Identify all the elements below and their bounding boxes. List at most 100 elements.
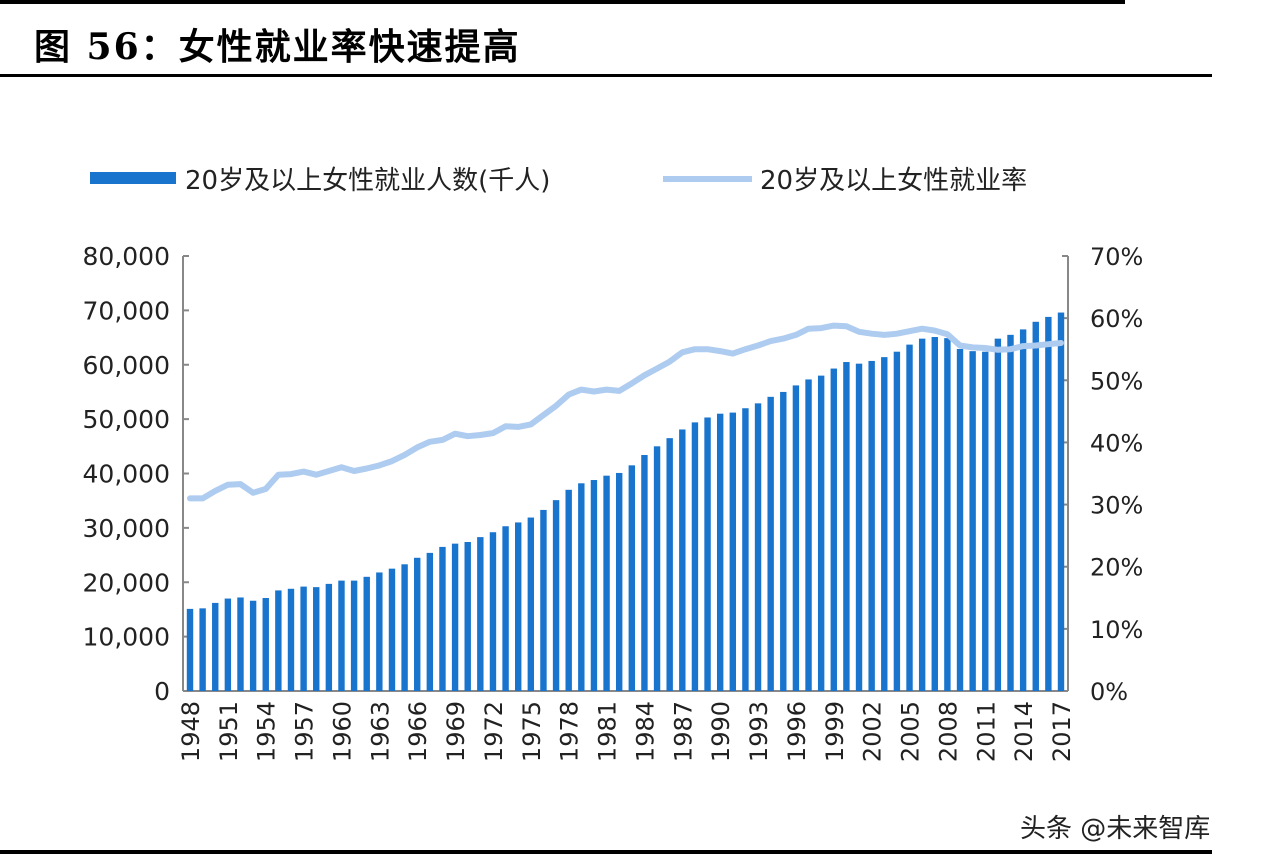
legend-bar-label: 20岁及以上女性就业人数(千人) [185,166,550,196]
bar-2006 [918,338,926,691]
bar-1993 [754,403,762,691]
bar-1956 [287,588,295,691]
bar-2010 [969,351,976,691]
bar-1974 [515,522,522,691]
bar-1992 [742,408,749,691]
bar-2002 [868,360,875,691]
bar-2007 [931,337,938,691]
bar-1962 [363,576,370,691]
bar-1998 [817,375,825,691]
bar-2005 [906,344,913,691]
x-tick-label: 1948 [177,701,205,762]
bar-1961 [350,580,358,691]
x-tick-label: 1978 [556,701,584,762]
legend-bar-swatch [90,172,176,184]
x-tick-label: 1954 [253,701,281,762]
bar-2001 [855,363,863,691]
bar-1989 [704,417,711,691]
bar-1975 [527,517,535,691]
right-tick-label: 0% [1090,678,1128,706]
bar-2011 [982,351,989,691]
bar-1959 [325,583,333,691]
top-rule [0,0,1125,4]
x-tick-label: 1966 [404,701,432,762]
bar-1964 [388,568,396,691]
bar-1991 [729,412,736,691]
bar-1965 [401,564,408,691]
bar-2009 [956,348,964,691]
bar-1955 [275,590,282,691]
bar-1996 [792,385,800,691]
bar-1949 [199,608,206,691]
bar-1976 [540,509,547,691]
x-tick-label: 1996 [783,701,811,762]
right-tick-label: 30% [1090,492,1143,520]
x-tick-label: 1957 [291,701,319,762]
bar-1966 [414,557,421,691]
bar-2014 [1019,329,1027,691]
bar-1987 [679,429,686,691]
bar-1967 [426,552,434,691]
bar-1957 [300,586,307,691]
x-tick-label: 2011 [972,701,1000,762]
bar-2017 [1057,312,1065,691]
right-tick-label: 50% [1090,367,1143,395]
right-tick-label: 40% [1090,429,1143,457]
left-tick-label: 80,000 [83,242,170,271]
x-tick-label: 2017 [1048,701,1076,762]
left-tick-label: 0 [154,677,170,706]
bar-1973 [502,526,509,691]
right-tick-label: 20% [1090,554,1143,582]
x-tick-label: 1999 [821,701,849,762]
bar-1986 [666,438,673,691]
figure-title: 图 56：女性就业率快速提高 [34,26,521,68]
bar-1963 [376,572,383,691]
bar-2016 [1045,316,1052,691]
bar-1954 [262,598,269,691]
bar-1977 [552,500,560,691]
bar-1960 [338,580,345,691]
right-tick-label: 60% [1090,305,1143,333]
bar-1980 [590,480,598,691]
x-tick-label: 1990 [707,701,735,762]
x-tick-label: 1975 [518,701,546,762]
x-tick-label: 1984 [631,701,659,762]
bar-1970 [464,542,471,691]
bar-1983 [628,465,636,691]
bar-1971 [477,537,484,691]
bar-1982 [615,472,623,691]
bar-1968 [439,546,446,691]
left-tick-label: 30,000 [83,514,170,543]
x-tick-label: 1981 [594,701,622,762]
x-tick-label: 1969 [442,701,470,762]
x-tick-label: 2005 [897,701,925,762]
left-tick-label: 40,000 [83,460,170,489]
legend-line-label: 20岁及以上女性就业率 [760,166,1027,196]
bar-1988 [691,422,699,691]
x-tick-label: 2008 [934,701,962,762]
bar-2008 [944,338,951,691]
bar-1997 [805,379,812,691]
bar-1990 [716,413,724,691]
bar-2003 [881,357,888,691]
x-tick-label: 1993 [745,701,773,762]
legend: 20岁及以上女性就业人数(千人) 20岁及以上女性就业率 [90,166,1027,196]
bar-2013 [1007,334,1014,691]
bottom-rule [0,850,1212,854]
bar-2000 [843,362,850,691]
bar-1981 [603,475,610,691]
x-tick-label: 1951 [215,701,243,762]
left-tick-label: 70,000 [83,296,170,325]
x-tick-label: 1972 [480,701,508,762]
left-tick-label: 60,000 [83,351,170,380]
bar-1952 [237,597,244,691]
bar-1953 [249,600,257,691]
x-tick-label: 1960 [328,701,356,762]
bar-1950 [212,602,219,691]
left-tick-label: 50,000 [83,405,170,434]
employment-rate-line [187,322,1064,502]
bar-1984 [641,455,648,691]
bar-2015 [1032,321,1039,691]
bar-1972 [489,532,497,691]
